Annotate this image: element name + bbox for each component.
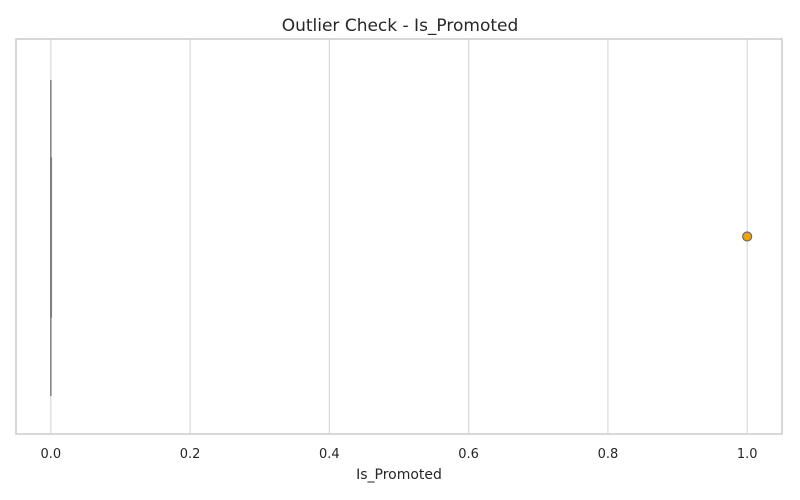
x-axis-label: Is_Promoted: [356, 467, 442, 483]
grid-lines: [50, 39, 748, 434]
box-plot: [50, 80, 53, 396]
outlier-points: [742, 231, 753, 242]
x-tick-label: 1.0: [737, 447, 758, 462]
chart-title: Outlier Check - Is_Promoted: [282, 16, 519, 36]
x-tick-label: 0.8: [598, 447, 619, 462]
plot-frame: [15, 38, 783, 435]
x-tick-label: 0.0: [40, 447, 61, 462]
outlier-point: [742, 231, 753, 242]
x-tick-label: 0.4: [319, 447, 340, 462]
x-axis-ticks: 0.0 0.2 0.4 0.6 0.8 1.0: [40, 447, 757, 462]
x-tick-label: 0.6: [458, 447, 479, 462]
x-tick-label: 0.2: [180, 447, 201, 462]
